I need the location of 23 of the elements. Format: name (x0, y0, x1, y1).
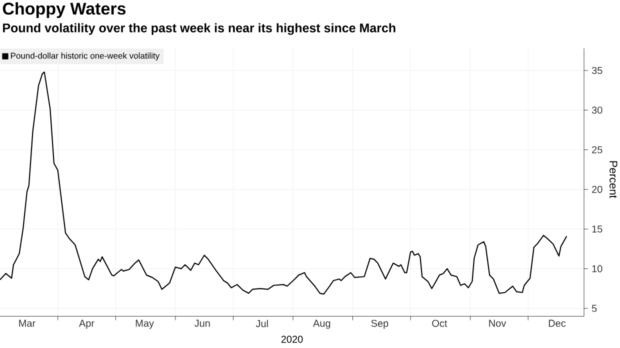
y-tick-label: 35 (592, 66, 602, 74)
line-series (0, 72, 568, 295)
y-axis-title: Percent (610, 161, 618, 198)
x-tick-label: May (136, 320, 154, 329)
x-tick-label: Dec (548, 320, 566, 327)
y-tick-label: 30 (592, 106, 602, 114)
x-axis-title: 2020 (281, 336, 303, 343)
y-tick-label: 10 (592, 265, 602, 272)
chart-subtitle: Pound volatility over the past week is near its highest since March (3, 23, 396, 35)
x-tick-label: Jul (256, 320, 268, 328)
x-tick-label: Nov (489, 320, 506, 327)
legend-label: Pound-dollar historic one-week volatility (10, 52, 160, 60)
y-tick-label: 25 (592, 146, 602, 154)
y-tick-label: 15 (592, 226, 602, 233)
x-tick-label: Oct (432, 320, 448, 327)
x-tick-label: Jun (194, 320, 210, 327)
chart-title: Choppy Waters (2, 2, 126, 18)
x-tick-label: Sep (371, 320, 388, 329)
y-tick-label: 20 (592, 186, 602, 193)
x-tick-label: Mar (19, 320, 36, 327)
y-tick-label: 5 (592, 304, 597, 312)
x-tick-label: Apr (78, 320, 94, 329)
x-tick-label: Aug (313, 320, 330, 329)
